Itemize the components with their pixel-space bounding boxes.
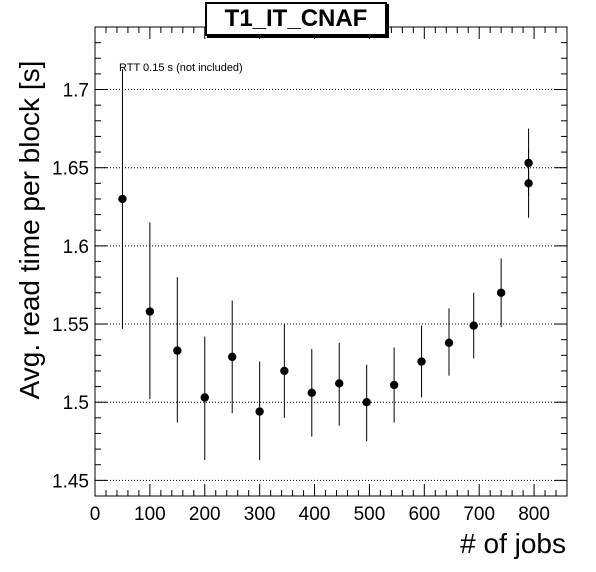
x-tick-label: 100 (134, 504, 166, 525)
data-point (417, 357, 426, 366)
data-point (173, 346, 182, 355)
data-point (389, 380, 399, 390)
y-tick-label: 1.6 (63, 237, 89, 258)
x-tick-label: 500 (354, 504, 386, 525)
data-point (496, 288, 506, 297)
x-tick-label: 0 (90, 504, 101, 525)
data-point (255, 407, 264, 416)
x-tick-label: 800 (518, 504, 550, 525)
x-tick-label: 600 (408, 504, 440, 525)
data-point (335, 379, 344, 388)
chart-annotation: RTT 0.15 s (not included) (119, 62, 243, 74)
x-axis-label: # of jobs (460, 528, 566, 559)
x-tick-label: 400 (299, 504, 331, 525)
y-tick-label: 1.45 (52, 471, 89, 492)
data-point (362, 398, 371, 407)
y-tick-label: 1.7 (63, 81, 89, 102)
data-point (228, 352, 237, 362)
y-tick-label: 1.65 (52, 159, 89, 180)
x-tick-label: 300 (244, 504, 276, 525)
data-point (444, 338, 454, 347)
y-tick-label: 1.5 (63, 393, 89, 414)
data-point (200, 393, 209, 402)
y-tick-label: 1.55 (52, 315, 89, 336)
y-axis-label: Avg. read time per block [s] (14, 60, 45, 400)
data-point (118, 194, 127, 204)
data-point (469, 321, 478, 330)
data-point (280, 366, 289, 376)
plot-frame (94, 26, 568, 497)
x-tick-label: 700 (463, 504, 495, 525)
data-point (307, 388, 316, 398)
data-point (145, 307, 155, 316)
data-point (524, 179, 533, 188)
chart-title: T1_IT_CNAF (205, 2, 387, 36)
x-tick-label: 200 (189, 504, 221, 525)
